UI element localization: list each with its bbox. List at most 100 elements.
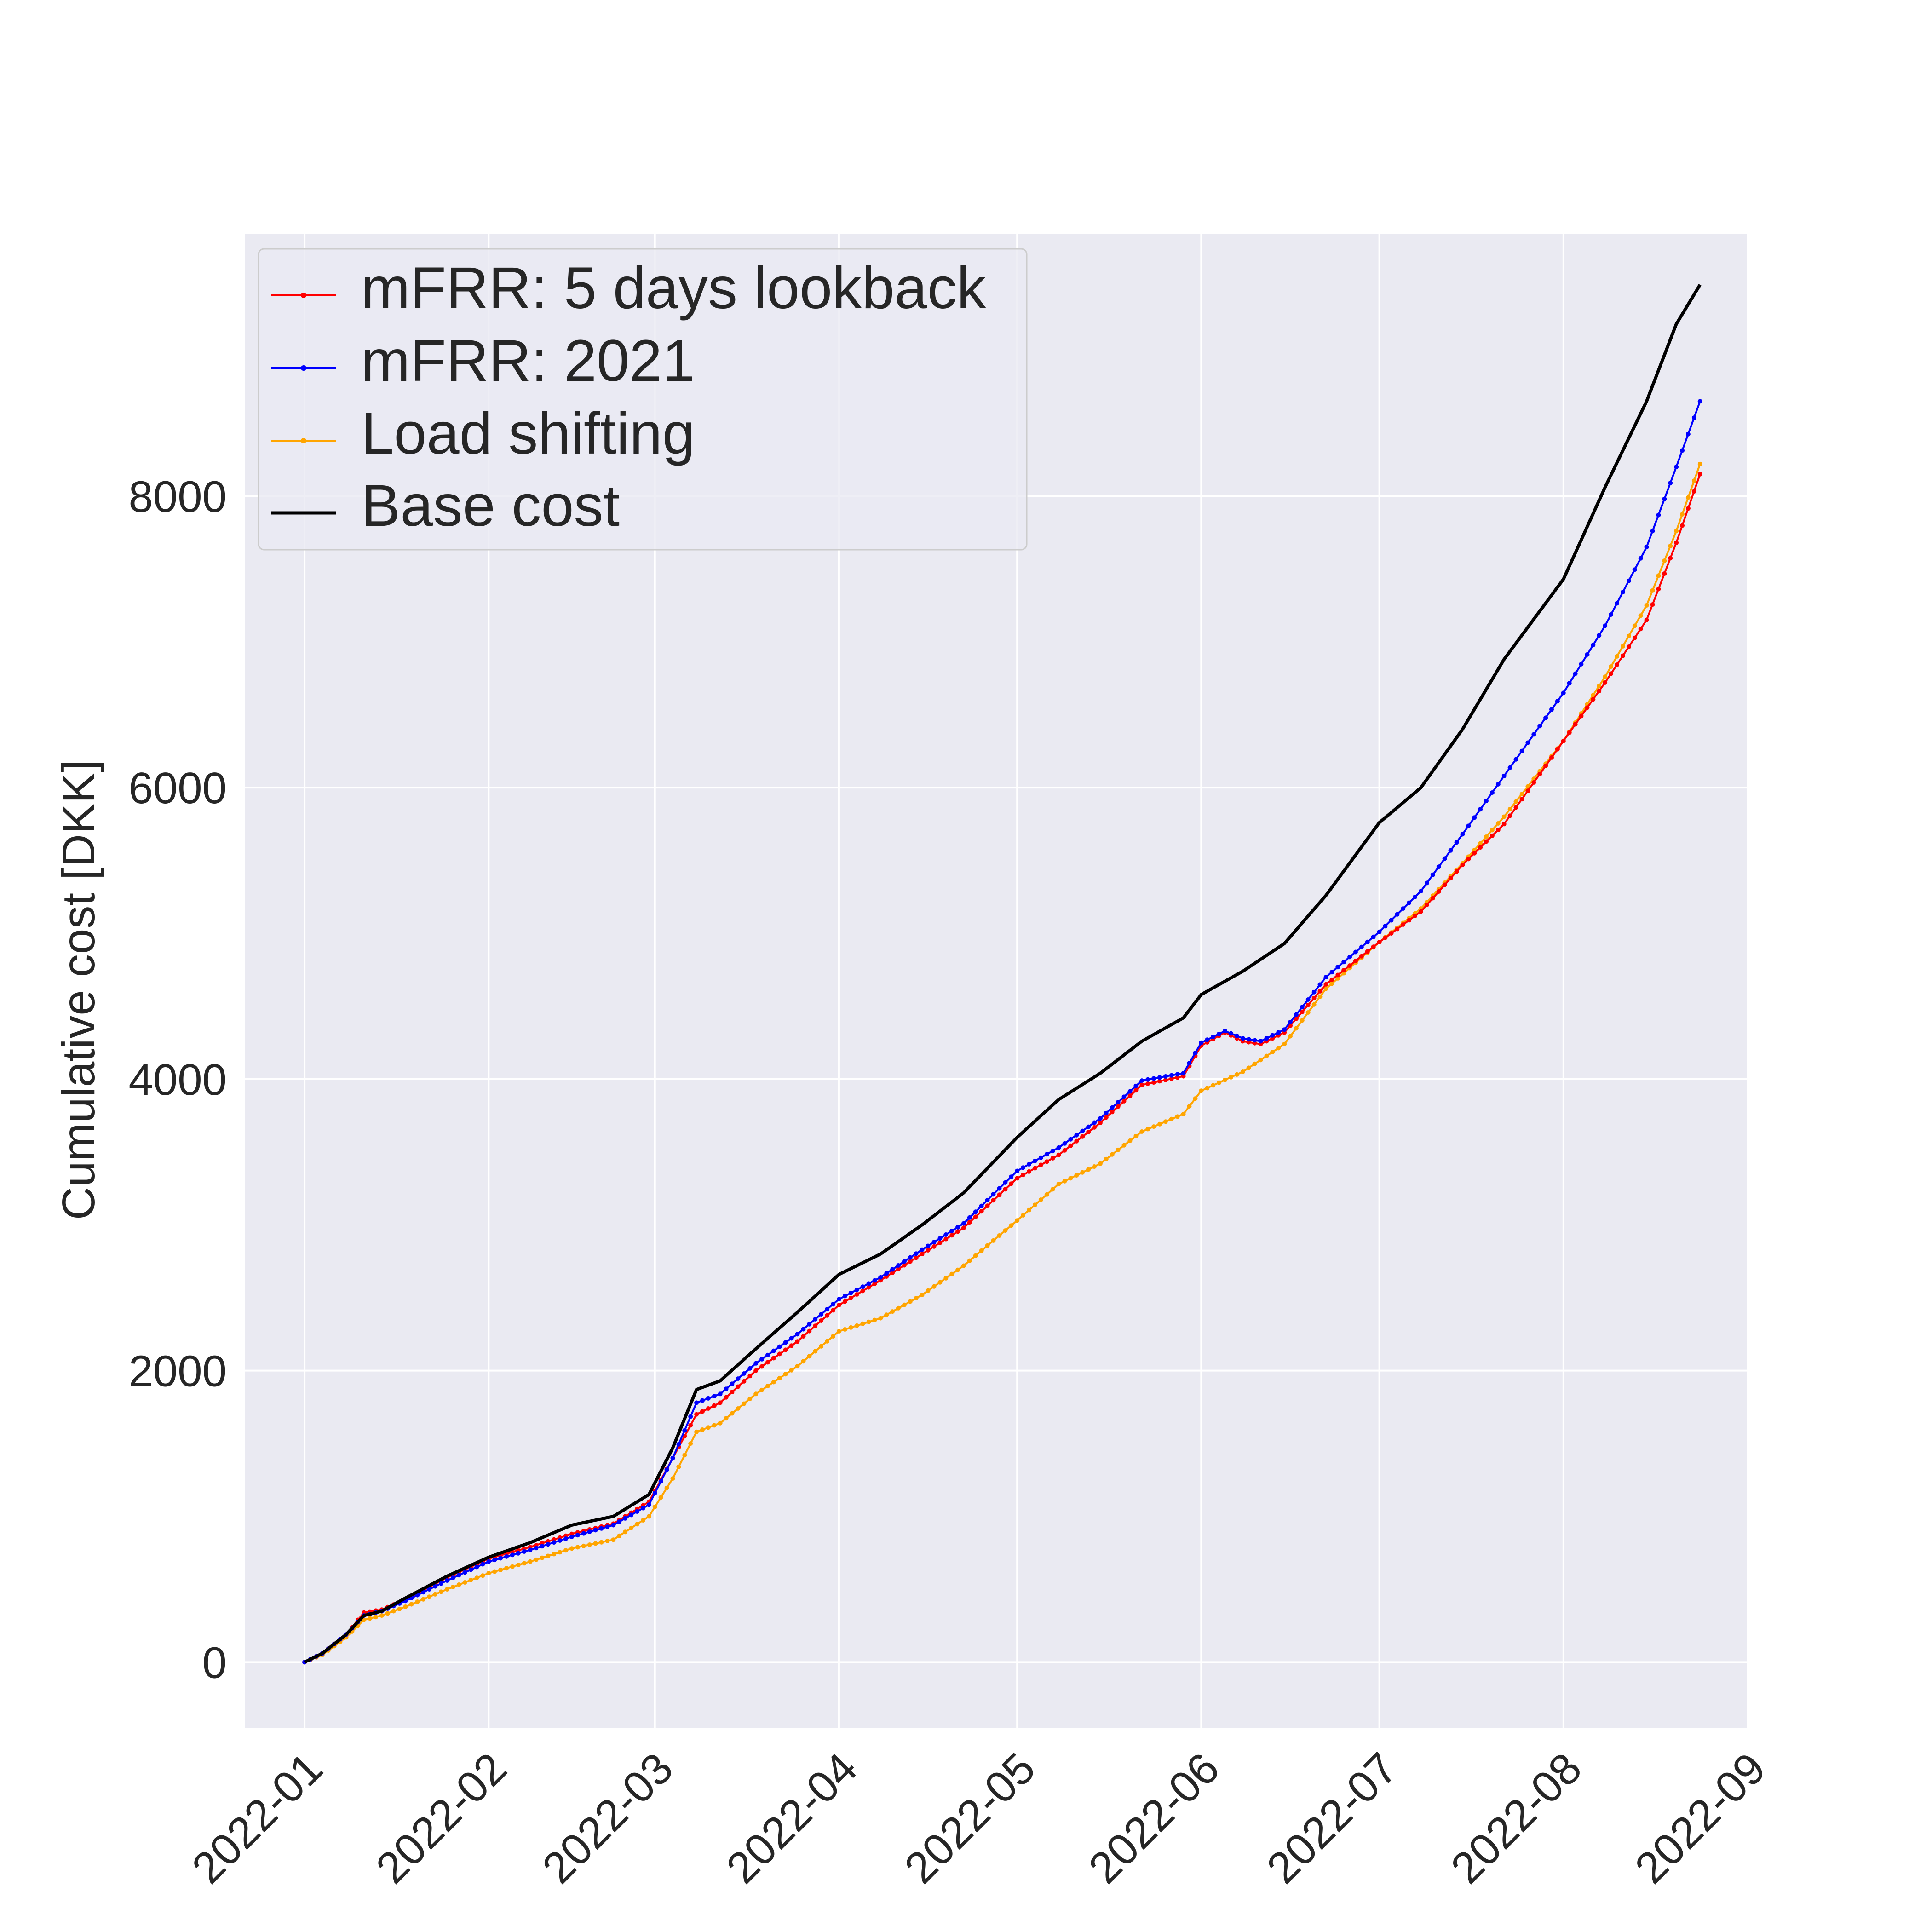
data-point: [1068, 1143, 1073, 1148]
data-point: [1169, 1073, 1174, 1078]
data-point: [1050, 1149, 1055, 1154]
data-point: [439, 1581, 443, 1586]
data-point: [848, 1295, 853, 1300]
data-point: [1424, 903, 1429, 907]
data-point: [1395, 912, 1400, 917]
data-point: [1032, 1158, 1037, 1163]
data-point: [1668, 543, 1673, 548]
data-point: [1531, 732, 1536, 737]
data-point: [866, 1319, 871, 1324]
data-point: [564, 1548, 569, 1553]
data-point: [1015, 1168, 1020, 1173]
data-point: [1300, 1018, 1305, 1023]
data-point: [1632, 567, 1637, 572]
data-point: [730, 1381, 735, 1386]
data-point: [1609, 612, 1614, 617]
data-point: [1288, 1034, 1293, 1039]
data-point: [783, 1340, 788, 1345]
data-point: [1579, 661, 1584, 667]
data-point: [623, 1516, 628, 1521]
data-point: [890, 1270, 895, 1275]
data-point: [1205, 1037, 1210, 1042]
data-point: [1086, 1129, 1091, 1134]
data-point: [748, 1366, 753, 1371]
data-point: [884, 1312, 889, 1317]
data-point: [1615, 662, 1619, 667]
data-point: [492, 1558, 497, 1563]
data-point: [1133, 1083, 1138, 1088]
series-base-cost: [304, 284, 1702, 1664]
data-point: [1377, 929, 1382, 934]
data-point: [456, 1573, 461, 1578]
data-point: [1133, 1088, 1138, 1093]
data-point: [759, 1357, 765, 1362]
data-point: [1056, 1152, 1061, 1157]
data-point: [1121, 1094, 1127, 1099]
data-point: [1413, 914, 1418, 918]
data-point: [1151, 1080, 1156, 1085]
data-point: [1121, 1098, 1127, 1104]
data-point: [961, 1221, 966, 1226]
data-point: [439, 1589, 443, 1594]
data-point: [908, 1299, 913, 1304]
data-point: [1092, 1125, 1097, 1130]
data-point: [1163, 1077, 1168, 1082]
data-point: [1697, 399, 1702, 404]
data-point: [902, 1263, 907, 1268]
data-point: [712, 1423, 717, 1428]
data-point: [1543, 763, 1548, 768]
data-point: [920, 1247, 925, 1252]
data-point: [831, 1302, 835, 1307]
data-point: [444, 1578, 449, 1583]
data-point: [1656, 573, 1661, 578]
data-point: [1668, 556, 1673, 561]
data-point: [961, 1263, 966, 1268]
data-point: [1597, 684, 1602, 689]
data-point: [1484, 839, 1489, 844]
data-point: [1062, 1148, 1067, 1153]
data-point: [836, 1329, 841, 1334]
data-point: [540, 1555, 545, 1560]
data-point: [1353, 958, 1358, 963]
data-point: [914, 1251, 919, 1256]
series-load-shifting: [302, 461, 1702, 1665]
data-point: [1240, 1036, 1245, 1041]
data-point: [1175, 1072, 1180, 1077]
data-point: [652, 1504, 657, 1509]
data-point: [1680, 523, 1685, 528]
data-point: [1110, 1105, 1115, 1110]
data-point: [1691, 415, 1696, 420]
data-point: [1495, 782, 1501, 787]
data-point: [1419, 889, 1423, 894]
data-point: [1175, 1114, 1180, 1119]
data-point: [427, 1594, 432, 1599]
data-point: [1074, 1173, 1079, 1178]
data-point: [1662, 558, 1667, 564]
data-point: [795, 1339, 800, 1344]
data-point: [1591, 697, 1596, 702]
y-axis-title: Cumulative cost [DKK]: [53, 760, 104, 1220]
data-point: [825, 1313, 830, 1318]
data-point: [943, 1276, 949, 1281]
data-point: [718, 1400, 723, 1405]
data-point: [504, 1566, 509, 1571]
data-point: [1668, 480, 1673, 485]
data-point: [486, 1571, 491, 1576]
data-point: [1484, 834, 1489, 839]
data-point: [1009, 1223, 1014, 1228]
data-point: [1561, 738, 1566, 743]
data-point: [528, 1559, 533, 1564]
data-point: [973, 1214, 978, 1219]
data-point: [575, 1533, 580, 1538]
data-point: [1401, 906, 1406, 911]
data-point: [878, 1316, 883, 1321]
data-point: [1199, 1040, 1204, 1045]
data-point: [1003, 1228, 1008, 1233]
data-point: [819, 1318, 824, 1323]
data-point: [1104, 1156, 1109, 1162]
data-point: [1484, 799, 1489, 804]
data-point: [1585, 652, 1590, 657]
data-point: [1662, 571, 1667, 576]
data-point: [1472, 851, 1477, 856]
